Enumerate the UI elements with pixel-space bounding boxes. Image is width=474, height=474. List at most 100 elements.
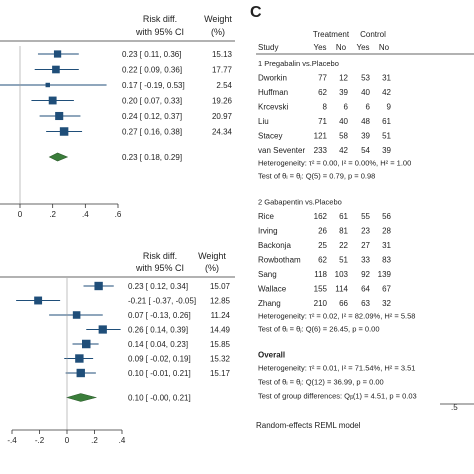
effect-square: [98, 325, 107, 334]
group-title: 1 Pregabalin vs.Placebo: [258, 59, 339, 68]
treatment-yes: 233: [314, 146, 328, 155]
control-yes: 40: [361, 88, 370, 97]
col-c-no-header: No: [379, 43, 390, 52]
control-no: 28: [382, 227, 391, 236]
effect-label: 0.14 [ 0.04, 0.23]: [128, 340, 188, 349]
weight-label: 2.54: [216, 81, 232, 90]
control-no: 31: [382, 74, 391, 83]
control-yes: 53: [361, 74, 370, 83]
treatment-yes: 26: [318, 227, 327, 236]
panel-a-header-weight-unit: (%): [211, 27, 225, 37]
study-name: Krcevski: [258, 103, 288, 112]
col-t-no-header: No: [336, 43, 347, 52]
effect-square: [53, 50, 62, 58]
panel-b-header-effect: Risk diff.: [143, 251, 177, 261]
x-tick-label: -.4: [7, 436, 17, 445]
control-no: 42: [382, 88, 391, 97]
effect-label: 0.07 [ -0.13, 0.26]: [128, 311, 191, 320]
control-no: 39: [382, 146, 391, 155]
col-t-yes-header: Yes: [313, 43, 326, 52]
control-yes: 33: [361, 256, 370, 265]
x-tick-label: 0: [18, 210, 23, 219]
study-name: Backonja: [258, 241, 291, 250]
study-name: Rowbotham: [258, 256, 301, 265]
group-differences-test: Test of group differences: Qᵦ(1) = 4.51,…: [258, 392, 417, 401]
effect-label: 0.09 [ -0.02, 0.19]: [128, 355, 191, 364]
effect-label: 0.23 [ 0.11, 0.36]: [122, 50, 181, 59]
panel-c-body: 1 Pregabalin vs.Placebo Dworkin 77 12 53 31 Hu…: [258, 59, 417, 401]
study-name: van Seventer: [258, 146, 305, 155]
x-tick-label: .4: [119, 436, 126, 445]
col-study-header: Study: [258, 43, 278, 52]
control-no: 56: [382, 212, 391, 221]
effect-square: [59, 127, 69, 136]
x-tick-label: -.2: [35, 436, 45, 445]
control-yes: 6: [366, 103, 371, 112]
control-yes: 27: [361, 241, 370, 250]
overall-test: Test of θᵢ = θⱼ: Q(12) = 36.99, p = 0.00: [258, 378, 384, 387]
weight-label: 17.77: [212, 66, 233, 75]
effect-label: 0.27 [ 0.16, 0.38]: [122, 128, 182, 137]
control-no: 9: [387, 103, 392, 112]
effect-square: [82, 339, 91, 349]
weight-label: 15.32: [210, 355, 231, 364]
study-name: Dworkin: [258, 74, 287, 83]
control-no: 51: [382, 132, 391, 141]
effect-label: 0.20 [ 0.07, 0.33]: [122, 97, 182, 106]
panel-a-header-effect: Risk diff.: [143, 14, 177, 24]
model-note: Random-effects REML model: [256, 421, 361, 430]
treatment-no: 61: [339, 212, 348, 221]
study-name: Wallace: [258, 285, 287, 294]
control-yes: 55: [361, 212, 370, 221]
treatment-yes: 62: [318, 256, 327, 265]
overall-label: 0.23 [ 0.18, 0.29]: [122, 153, 182, 162]
group-heterogeneity: Heterogeneity: τ² = 0.02, I² = 82.09%, H…: [258, 312, 415, 321]
study-name: Liu: [258, 117, 269, 126]
panel-a-header-weight: Weight: [204, 14, 232, 24]
x-tick-label: .6: [115, 210, 122, 219]
weight-label: 15.85: [210, 340, 231, 349]
x-tick-label: .2: [49, 210, 56, 219]
panel-a-marks: 0.23 [ 0.11, 0.36] 15.13 0.22 [ 0.09, 0.36…: [0, 46, 233, 204]
effect-square: [94, 281, 103, 291]
group-test: Test of θᵢ = θⱼ: Q(6) = 26.45, p = 0.00: [258, 325, 380, 334]
study-name: Sang: [258, 270, 277, 279]
x-tick-label: .2: [91, 436, 98, 445]
x-tick-label: 0: [65, 436, 70, 445]
treatment-no: 6: [344, 103, 349, 112]
panel-c-letter: C: [250, 4, 262, 21]
col-control-header: Control: [360, 30, 386, 39]
effect-label: -0.21 [ -0.37, -0.05]: [128, 297, 196, 306]
control-yes: 64: [361, 285, 370, 294]
control-yes: 92: [361, 270, 370, 279]
weight-label: 15.17: [210, 369, 231, 378]
treatment-no: 66: [339, 299, 348, 308]
treatment-no: 103: [335, 270, 349, 279]
treatment-yes: 121: [314, 132, 328, 141]
treatment-no: 39: [339, 88, 348, 97]
treatment-yes: 118: [314, 270, 327, 279]
panel-b-ticks: -.4 -.2 0 .2 .4: [7, 430, 126, 445]
treatment-yes: 62: [318, 88, 327, 97]
treatment-no: 51: [339, 256, 348, 265]
overall-title: Overall: [258, 351, 285, 360]
weight-label: 19.26: [212, 97, 233, 106]
control-yes: 63: [361, 299, 370, 308]
treatment-yes: 155: [314, 285, 328, 294]
control-no: 67: [382, 285, 391, 294]
control-no: 61: [382, 117, 391, 126]
treatment-no: 40: [339, 117, 348, 126]
group-heterogeneity: Heterogeneity: τ² = 0.00, I² = 0.00%, H²…: [258, 159, 411, 168]
treatment-no: 12: [339, 74, 348, 83]
effect-square: [34, 296, 43, 305]
effect-square: [75, 354, 84, 363]
control-yes: 54: [361, 146, 370, 155]
effect-square: [52, 65, 60, 74]
panel-b-forest: Risk diff. with 95% CI Weight (%) 0.23 […: [0, 251, 235, 445]
panel-b-header-weight: Weight: [198, 251, 226, 261]
treatment-yes: 210: [314, 299, 328, 308]
weight-label: 20.97: [212, 112, 233, 121]
panel-a-forest: Risk diff. with 95% CI Weight (%) 0.23 […: [0, 14, 235, 219]
treatment-yes: 8: [323, 103, 328, 112]
